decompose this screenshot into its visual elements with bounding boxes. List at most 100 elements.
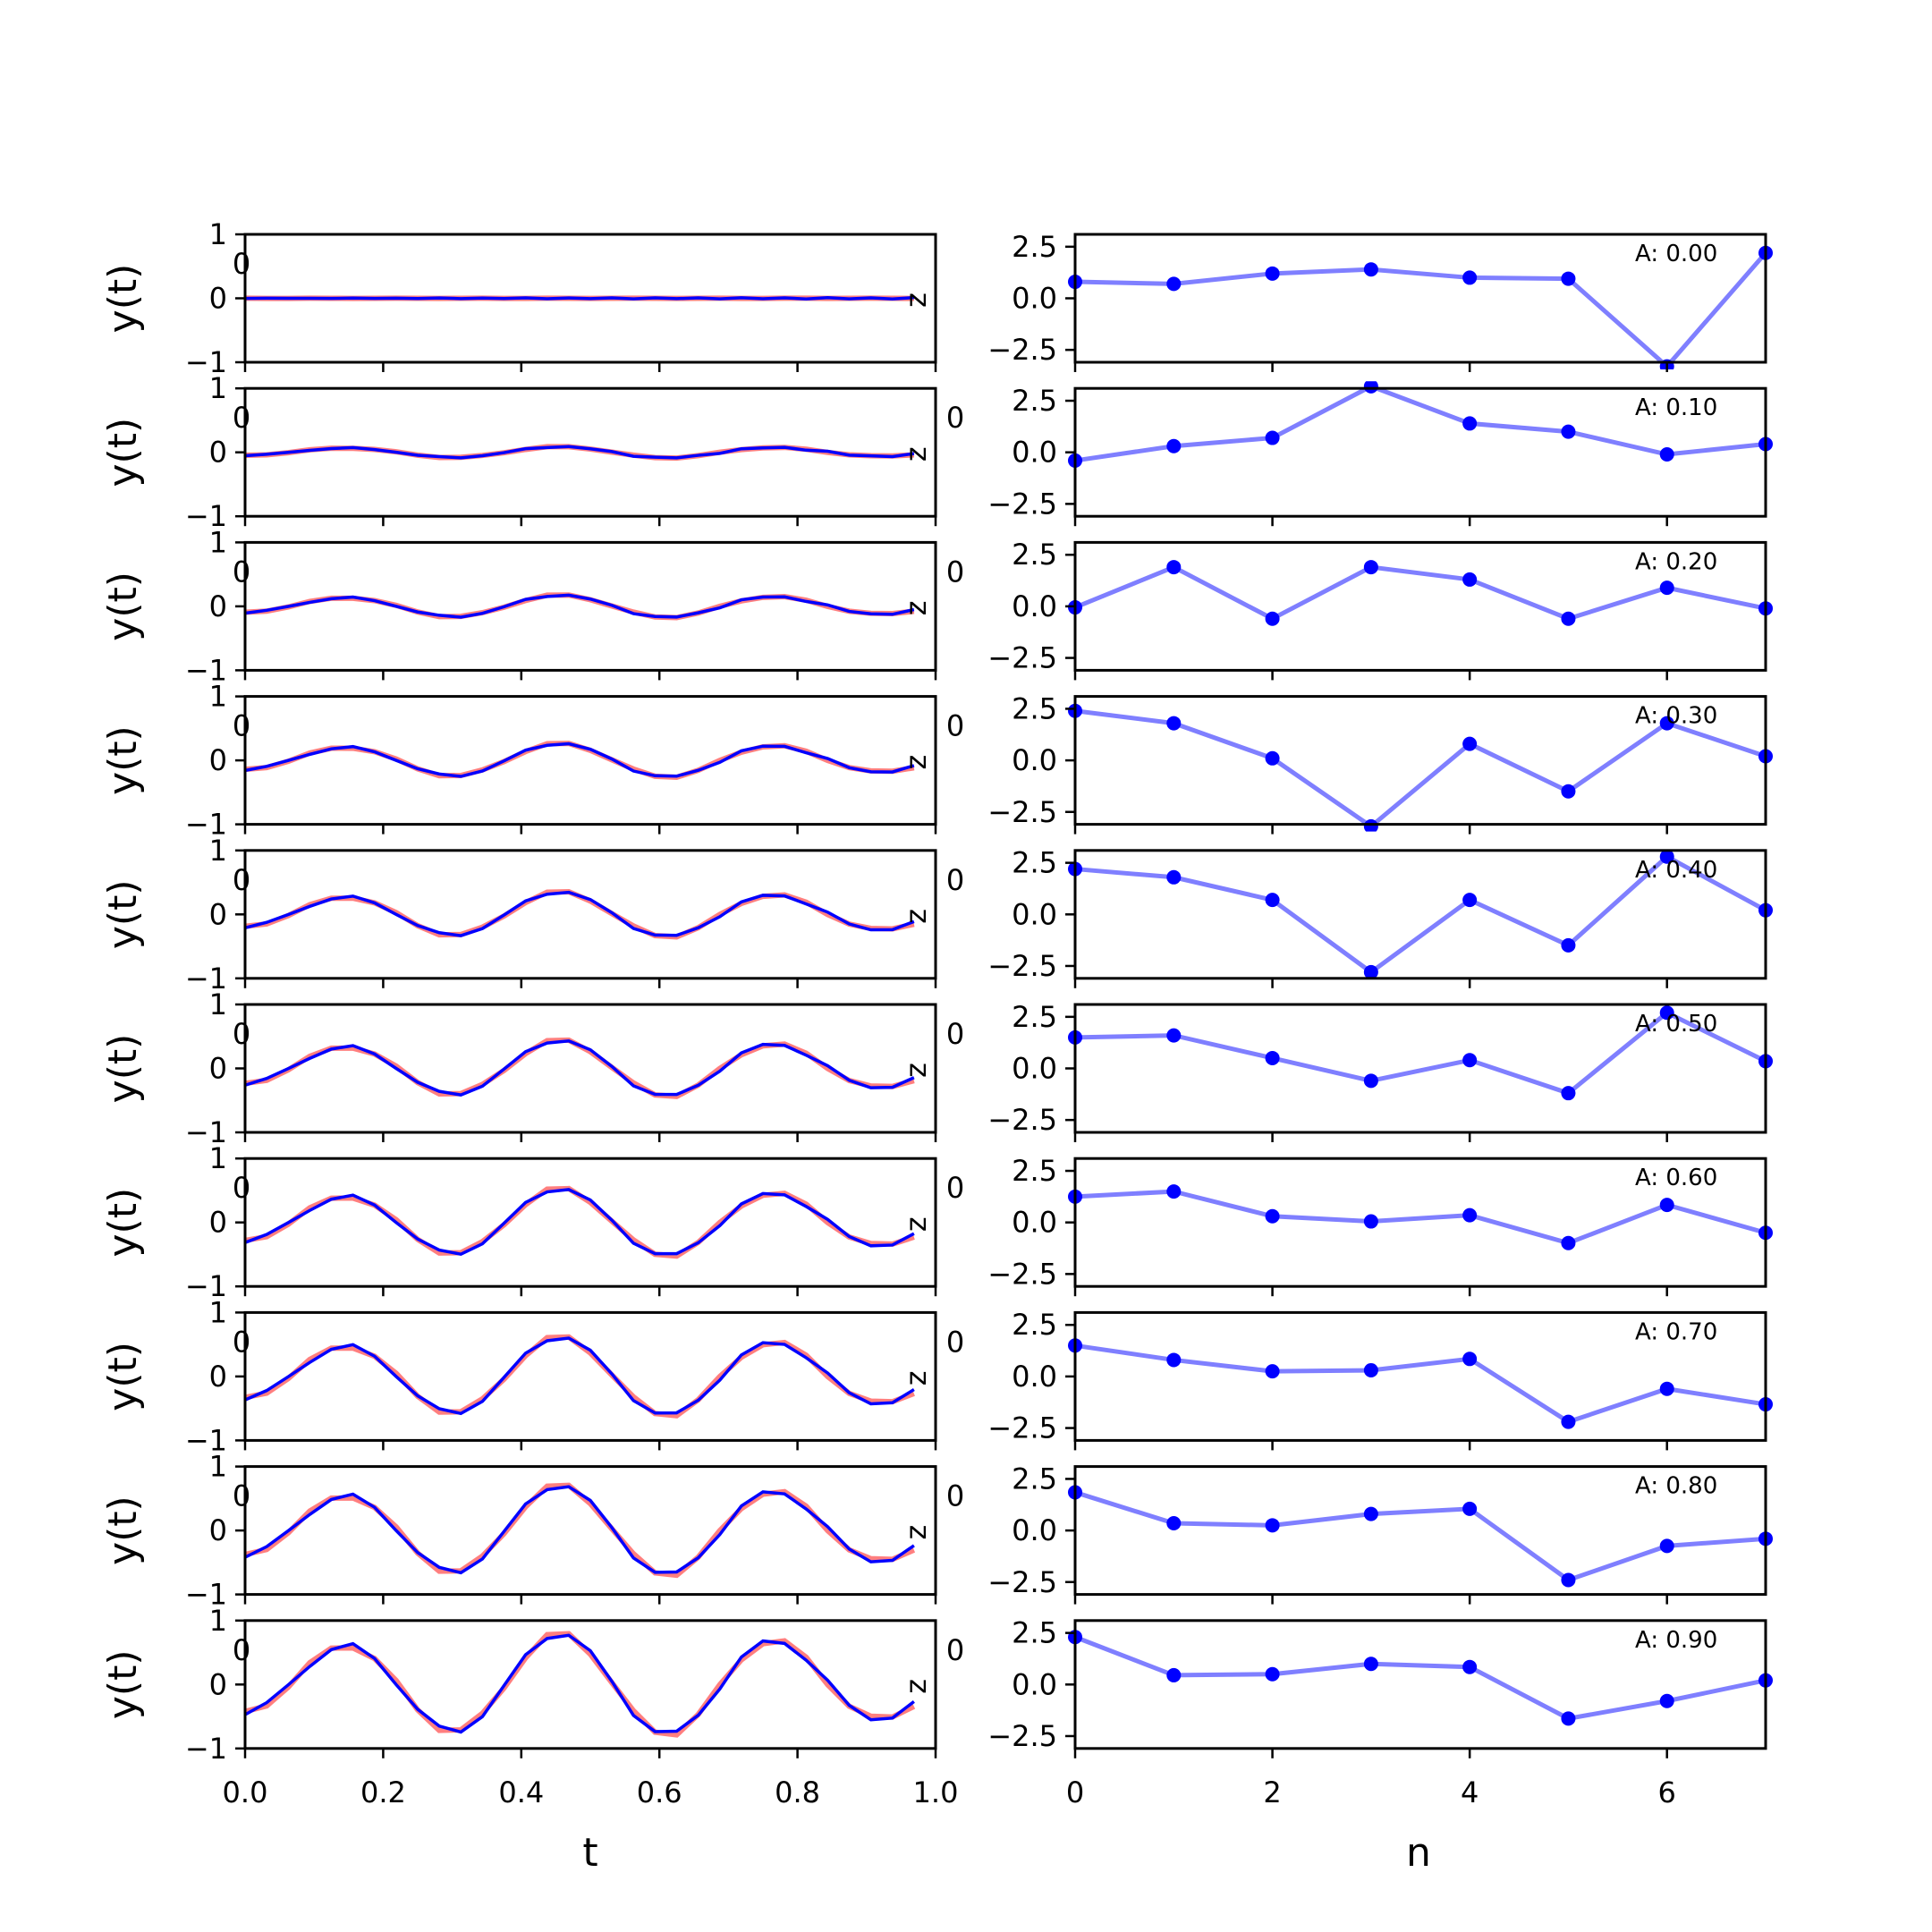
y-tick-label: 0.0: [1012, 1360, 1057, 1394]
sample-line: [1074, 1189, 1767, 1246]
sample-point: [1166, 438, 1182, 453]
y-tick-label: 0: [209, 1052, 227, 1086]
ghost-tick-label: 0: [233, 1171, 250, 1205]
ghost-tick-label: 0: [946, 1017, 964, 1051]
sample-line: [1074, 251, 1767, 369]
sample-line: [1074, 384, 1767, 463]
sample-point: [1462, 416, 1478, 431]
sample-point: [1462, 1053, 1478, 1068]
edge-label: z: [899, 1679, 933, 1694]
y-tick-label: 2.5: [1012, 691, 1057, 725]
sample-point: [1659, 849, 1674, 864]
sample-point: [1561, 424, 1576, 439]
y-tick-label: 1: [209, 1604, 227, 1638]
amplitude-annotation: A: 0.30: [1635, 703, 1717, 730]
sample-point: [1265, 1208, 1280, 1224]
sample-point: [1166, 1184, 1182, 1199]
series-line-blue: [244, 295, 914, 301]
amplitude-annotation: A: 0.40: [1635, 857, 1717, 884]
sample-point: [1659, 1538, 1674, 1554]
y-tick-label: −1: [185, 1732, 227, 1766]
edge-label: z: [899, 909, 933, 924]
series-line-blue: [244, 1038, 915, 1097]
amplitude-annotation: A: 0.20: [1635, 548, 1717, 575]
ghost-tick-label: 0: [946, 863, 964, 897]
x-tick-label: 1.0: [913, 1775, 959, 1809]
sample-point: [1265, 266, 1280, 281]
y-tick-label: 1: [209, 217, 227, 251]
sample-series: [1068, 1184, 1773, 1250]
y-axis-title: y(t): [100, 572, 146, 641]
sample-point: [1561, 1414, 1576, 1429]
x-tick-label: 6: [1658, 1775, 1676, 1809]
sample-point: [1462, 736, 1478, 751]
y-tick-label: 0.0: [1012, 1052, 1057, 1086]
ghost-tick-label: 0: [233, 555, 250, 589]
sample-series: [1068, 1485, 1773, 1588]
sample-point: [1363, 381, 1378, 394]
y-tick-label: −1: [185, 808, 227, 842]
sample-series: [1068, 381, 1773, 468]
y-tick-label: 0: [209, 282, 227, 316]
samples-panel-5: 0 2.5 0.0 −2.5 A: 0.50: [946, 1000, 1773, 1142]
ghost-tick-label: 0: [233, 401, 250, 435]
sample-point: [1462, 270, 1478, 285]
x-tick-label: 4: [1461, 1775, 1479, 1809]
y-tick-label: −1: [185, 1269, 227, 1303]
sample-point: [1166, 1352, 1182, 1368]
y-tick-label: 0.0: [1012, 743, 1057, 777]
series-line-blue: [244, 1633, 915, 1734]
amplitude-annotation: A: 0.00: [1635, 241, 1717, 267]
y-tick-label: −2.5: [987, 1565, 1057, 1599]
ghost-tick-label: 0: [233, 863, 250, 897]
sample-series: [1068, 703, 1773, 832]
x-tick-label: 2: [1263, 1775, 1281, 1809]
sample-point: [1561, 1572, 1576, 1588]
y-tick-label: 0.0: [1012, 1206, 1057, 1240]
samples-panel-6: 0 2.5 0.0 −2.5 A: 0.60: [946, 1154, 1773, 1297]
sample-point: [1166, 276, 1182, 292]
sample-series: [1068, 560, 1773, 626]
edge-label: z: [899, 292, 933, 308]
sample-point: [1265, 1050, 1280, 1065]
samples-panel-0: 2.5 0.0 −2.5 A: 0.00: [987, 230, 1773, 372]
sample-point: [1462, 1501, 1478, 1516]
sample-point: [1166, 1028, 1182, 1043]
sample-series: [1068, 1005, 1773, 1101]
y-tick-label: −1: [185, 1115, 227, 1149]
sample-line: [1074, 1634, 1767, 1721]
y-tick-label: 1: [209, 1295, 227, 1329]
sample-point: [1265, 430, 1280, 445]
y-tick-label: 0.0: [1012, 897, 1057, 931]
series-line-blue: [244, 1336, 915, 1416]
sample-series: [1068, 1338, 1773, 1429]
samples-panel-1: 0 2.5 0.0 −2.5 A: 0.10: [946, 381, 1773, 527]
amplitude-annotation: A: 0.90: [1635, 1627, 1717, 1654]
y-tick-label: 2.5: [1012, 384, 1057, 418]
sample-point: [1166, 716, 1182, 731]
y-tick-label: −2.5: [987, 949, 1057, 983]
ghost-tick-label: 0: [233, 1633, 250, 1667]
ghost-tick-label: 0: [233, 709, 250, 743]
amplitude-annotation: A: 0.70: [1635, 1318, 1717, 1345]
sample-point: [1363, 964, 1378, 979]
ghost-tick-label: 0: [946, 401, 964, 435]
y-tick-label: −2.5: [987, 1719, 1057, 1753]
y-tick-label: 1: [209, 680, 227, 714]
sample-point: [1166, 1516, 1182, 1531]
amplitude-annotation: A: 0.10: [1635, 394, 1717, 421]
ghost-tick-label: 0: [946, 1171, 964, 1205]
y-tick-label: 0: [209, 589, 227, 623]
y-tick-label: −2.5: [987, 1257, 1057, 1291]
sample-point: [1363, 1073, 1378, 1089]
sample-line: [1074, 853, 1767, 975]
sample-point: [1265, 611, 1280, 626]
y-tick-label: −2.5: [987, 795, 1057, 829]
y-tick-label: 0.0: [1012, 436, 1057, 470]
y-tick-label: 2.5: [1012, 846, 1057, 880]
y-tick-label: 0: [209, 1360, 227, 1394]
